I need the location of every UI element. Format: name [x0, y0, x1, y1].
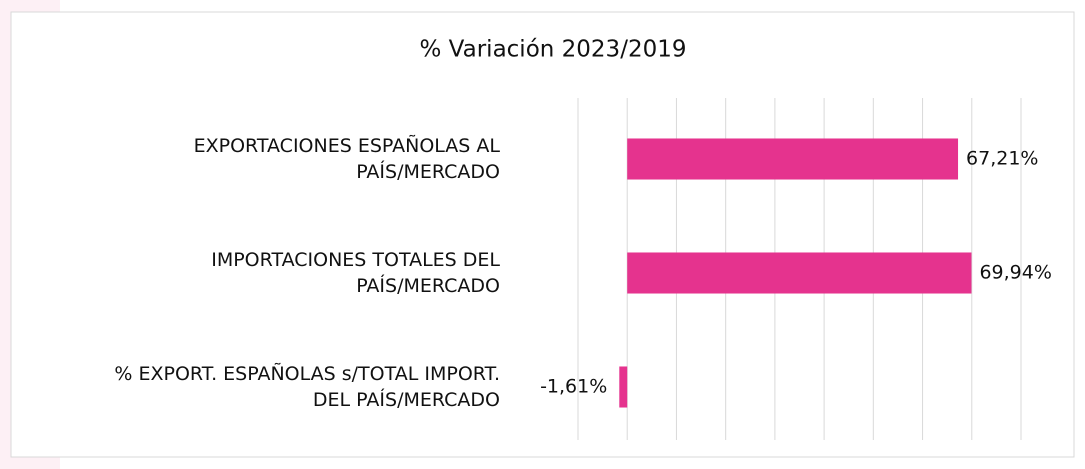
chart-frame — [10, 11, 1075, 458]
bar — [627, 252, 972, 294]
category-label: % EXPORT. ESPAÑOLAS s/TOTAL IMPORT. DEL … — [114, 363, 500, 411]
bar — [619, 366, 628, 408]
data-label: 67,21% — [966, 148, 1038, 170]
category-label: EXPORTACIONES ESPAÑOLAS AL PAÍS/MERCADO — [193, 135, 500, 183]
bar — [627, 138, 959, 180]
chart-title: % Variación 2023/2019 — [420, 37, 687, 63]
category-label: IMPORTACIONES TOTALES DEL PAÍS/MERCADO — [211, 249, 500, 297]
data-label: 69,94% — [979, 262, 1051, 284]
data-label: -1,61% — [540, 376, 607, 398]
